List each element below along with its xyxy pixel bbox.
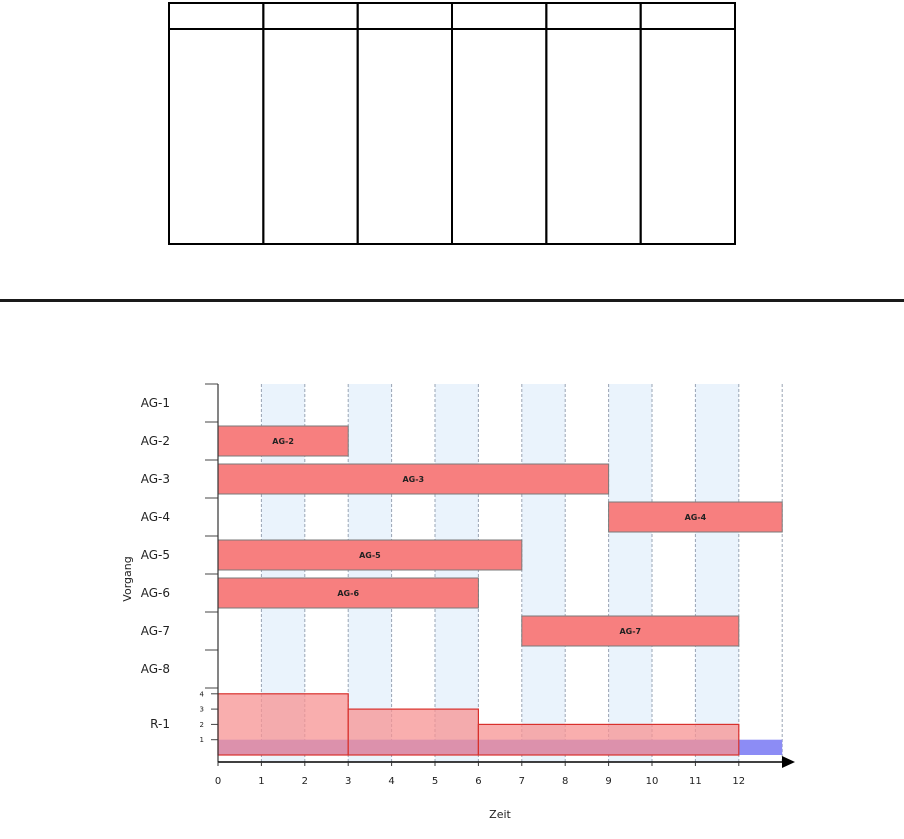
task-bar [217,425,349,457]
row-label: AG-7 [141,624,170,638]
row-label: AG-5 [141,548,170,562]
x-tick-label: 2 [302,776,308,787]
x-tick-label: 12 [732,776,745,787]
resource-usage-bar [217,693,349,756]
task-bar [217,463,610,495]
row-label: R-1 [150,717,170,731]
divider [0,299,904,302]
row-label: AG-2 [141,434,170,448]
x-tick-label: 8 [562,776,568,787]
x-tick-label: 4 [388,776,394,787]
task-bar [521,615,740,647]
grid-band [435,384,479,762]
x-tick-label: 1 [258,776,264,787]
task-bar [608,501,783,533]
row-label: AG-3 [141,472,170,486]
x-tick-label: 3 [345,776,351,787]
task-bar-label: AG-7 [619,627,641,636]
plot-area: AG-1 AG-2 AG-3 AG-4 AG-5 AG-6 AG-7 AG-8 AG-2 AG-3… [141,383,795,787]
resource-usage-bar [347,708,480,756]
task-bar [217,539,523,571]
x-tick-label: 11 [689,776,702,787]
grid-band [608,384,652,762]
x-axis-title: Zeit [489,808,511,821]
resource-y-tick-label: 2 [200,721,204,729]
row-label: AG-6 [141,586,170,600]
x-axis-arrow [782,756,795,768]
resource-y-tick-label: 3 [200,706,204,714]
task-bar-label: AG-2 [272,437,294,446]
x-tick-label: 0 [215,776,221,787]
y-axis-title: Vorgang [121,556,134,601]
table-body-cell [639,28,737,245]
row-label: AG-4 [141,510,170,524]
task-bar-label: AG-5 [359,551,381,560]
task-bar-label: AG-6 [337,589,359,598]
grid-band [348,384,392,762]
resource-y-tick-label: 4 [200,690,205,698]
x-tick-label: 7 [519,776,525,787]
task-bar-label: AG-3 [402,475,424,484]
x-tick-label: 10 [646,776,659,787]
x-tick-label: 6 [475,776,481,787]
resource-usage-bar [477,723,740,756]
task-bar-label: AG-4 [685,513,707,522]
x-tick-label: 5 [432,776,438,787]
grid-band [521,384,566,762]
row-label: AG-1 [141,396,170,410]
empty-table [168,2,737,245]
resource-y-tick-label: 1 [200,736,204,744]
row-label: AG-8 [141,662,170,676]
grid-band [695,384,739,762]
x-tick-label: 9 [605,776,611,787]
